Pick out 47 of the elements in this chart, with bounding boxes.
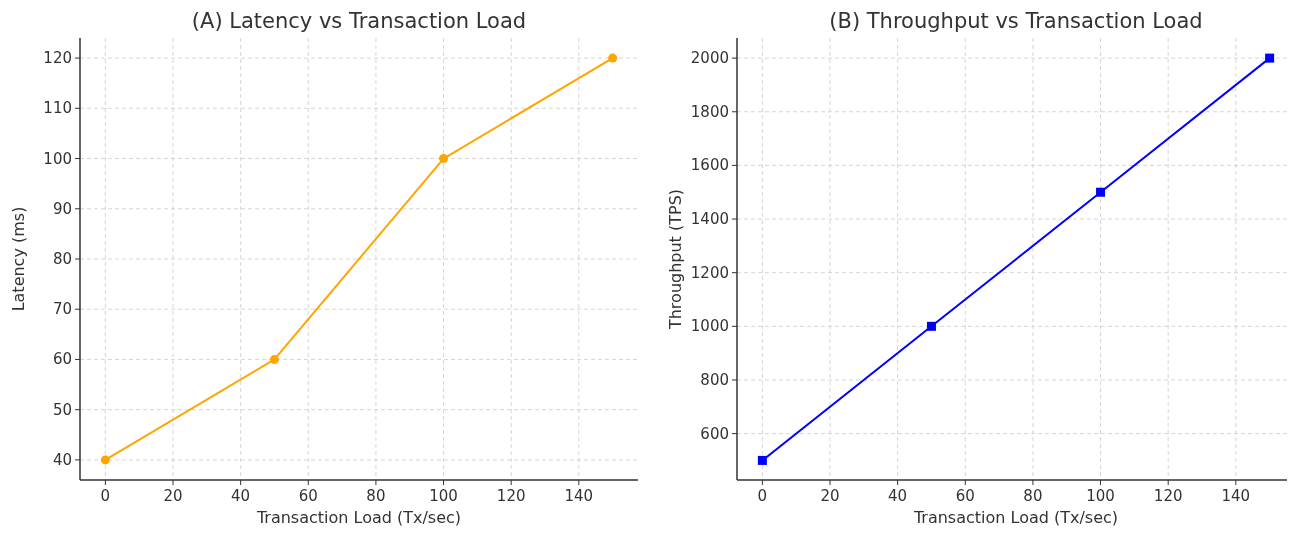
y-axis-title: Latency (ms) <box>9 206 28 312</box>
x-tick-label: 60 <box>955 487 975 505</box>
y-axis-title: Throughput (TPS) <box>666 188 685 331</box>
x-tick-label: 140 <box>1221 487 1251 505</box>
y-tick-label: 80 <box>52 250 72 268</box>
x-tick-label: 20 <box>820 487 840 505</box>
chart-title: (B) Throughput vs Transaction Load <box>829 9 1203 33</box>
y-tick-label: 1600 <box>690 156 729 175</box>
point <box>269 354 279 364</box>
x-axis-title: Transaction Load (Tx/sec) <box>255 508 462 527</box>
x-tick-label: 140 <box>564 487 594 505</box>
y-tick-label: 90 <box>52 199 72 218</box>
x-tick-label: 100 <box>1086 487 1115 505</box>
y-tick-label: 60 <box>52 350 72 369</box>
y-tick-label: 50 <box>52 400 72 419</box>
point <box>1096 187 1106 197</box>
y-tick-label: 2000 <box>690 49 729 68</box>
y-tick-label: 100 <box>43 149 72 168</box>
point <box>608 53 618 63</box>
y-tick-label: 1400 <box>690 210 729 229</box>
x-tick-label: 120 <box>496 487 526 505</box>
x-axis-title: Transaction Load (Tx/sec) <box>912 508 1119 527</box>
point <box>926 321 936 331</box>
x-tick-label: 40 <box>888 487 908 505</box>
x-tick-label: 120 <box>1153 487 1183 505</box>
x-tick-label: 0 <box>100 487 111 505</box>
point <box>439 154 449 164</box>
x-tick-label: 80 <box>366 487 386 505</box>
point <box>100 455 110 465</box>
x-tick-label: 100 <box>429 487 458 505</box>
y-tick-label: 1800 <box>690 102 729 121</box>
y-tick-label: 1000 <box>690 317 729 336</box>
x-tick-label: 0 <box>757 487 768 505</box>
y-tick-label: 800 <box>700 370 729 389</box>
y-tick-label: 110 <box>43 99 72 118</box>
x-tick-label: 20 <box>163 487 183 505</box>
y-tick-label: 40 <box>52 450 72 469</box>
point <box>757 455 767 465</box>
y-tick-label: 1200 <box>690 263 729 282</box>
x-tick-label: 80 <box>1023 487 1043 505</box>
chart-title: (A) Latency vs Transaction Load <box>191 9 527 33</box>
x-tick-label: 60 <box>298 487 318 505</box>
y-tick-label: 70 <box>52 300 72 319</box>
y-tick-label: 600 <box>700 424 729 443</box>
y-tick-label: 120 <box>43 49 72 68</box>
point <box>1265 53 1275 63</box>
x-tick-label: 40 <box>231 487 251 505</box>
